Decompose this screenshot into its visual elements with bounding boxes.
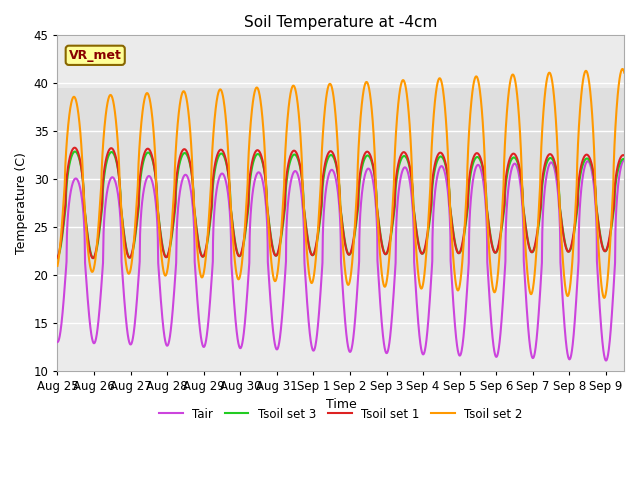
Tair (271, 341, 278, 347)
Tsoil set 2 (548, 78, 556, 84)
Line: Tsoil set 3: Tsoil set 3 (58, 152, 624, 258)
Tsoil set 2 (54, 263, 61, 269)
Line: Tair: Tair (58, 160, 624, 360)
Tsoil set 3 (296, 162, 303, 168)
Tsoil set 1 (271, 252, 279, 258)
Line: Tsoil set 1: Tsoil set 1 (58, 148, 624, 258)
Title: Soil Temperature at -4cm: Soil Temperature at -4cm (244, 15, 438, 30)
Bar (58, 88, 624, 275)
Tsoil set 1 (71, 145, 79, 151)
Tair (602, 358, 610, 363)
Tsoil set 2 (118, 218, 126, 224)
Legend: Tair, Tsoil set 3, Tsoil set 1, Tsoil set 2: Tair, Tsoil set 3, Tsoil set 1, Tsoil se… (154, 403, 527, 425)
Tsoil set 1 (548, 154, 556, 159)
Tair (118, 267, 126, 273)
Tsoil set 2 (296, 119, 303, 124)
Text: VR_met: VR_met (68, 49, 122, 62)
Tair (609, 288, 617, 294)
Tsoil set 3 (54, 255, 61, 261)
Y-axis label: Temperature (C): Temperature (C) (15, 152, 28, 254)
Tsoil set 2 (152, 164, 159, 170)
Tair (620, 157, 628, 163)
Tsoil set 3 (548, 156, 556, 162)
Tsoil set 1 (152, 180, 160, 186)
Tsoil set 3 (71, 149, 79, 155)
Tsoil set 1 (620, 153, 628, 158)
X-axis label: Time: Time (326, 398, 356, 411)
Tsoil set 3 (609, 211, 617, 216)
Tair (54, 339, 61, 345)
Tsoil set 1 (118, 220, 126, 226)
Tair (296, 178, 303, 184)
Tsoil set 2 (609, 180, 617, 185)
Tsoil set 1 (610, 204, 618, 210)
Line: Tsoil set 2: Tsoil set 2 (58, 69, 624, 298)
Tsoil set 3 (620, 156, 628, 162)
Tsoil set 1 (54, 255, 61, 261)
Tsoil set 3 (152, 177, 160, 182)
Tair (548, 160, 556, 166)
Tsoil set 2 (619, 66, 627, 72)
Tsoil set 2 (620, 70, 628, 75)
Tsoil set 1 (296, 161, 303, 167)
Tsoil set 2 (600, 295, 608, 301)
Tsoil set 1 (89, 255, 97, 261)
Tsoil set 3 (118, 216, 126, 222)
Tair (152, 200, 159, 206)
Tsoil set 2 (271, 278, 278, 284)
Tsoil set 3 (271, 252, 279, 258)
